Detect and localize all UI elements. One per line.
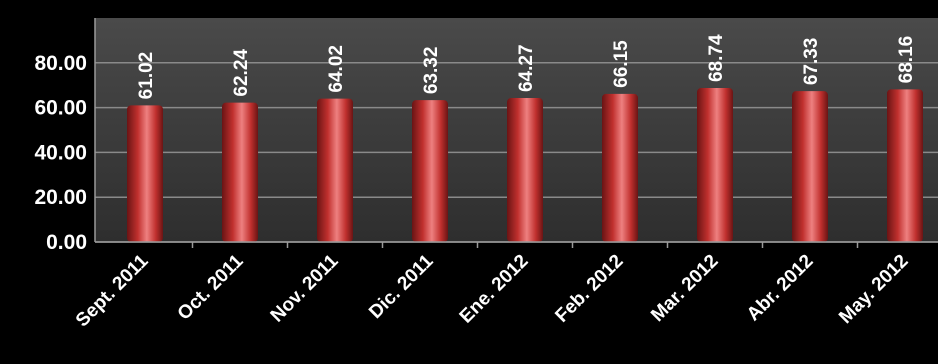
bar (697, 88, 733, 242)
bar (412, 100, 448, 242)
x-tick-label: Dic. 2011 (365, 250, 438, 323)
y-tick-label: 0.00 (46, 231, 87, 254)
y-axis: 0.00 20.00 40.00 60.00 80.00 (34, 18, 96, 254)
bar (507, 98, 543, 242)
data-label: 66.15 (611, 40, 632, 88)
bar (887, 89, 923, 243)
y-tick-label: 80.00 (34, 52, 87, 75)
x-tick-label: Feb. 2012 (551, 251, 627, 327)
data-label: 61.02 (136, 52, 157, 100)
bars (127, 88, 923, 243)
x-axis: Sept. 2011 Oct. 2011 Nov. 2011 Dic. 2011 Ene… (72, 241, 938, 331)
x-tick-label: Ene. 2012 (456, 251, 533, 328)
data-label: 62.24 (231, 49, 252, 97)
data-label: 68.74 (706, 34, 727, 82)
y-tick-label: 20.00 (34, 186, 87, 209)
x-tick-label: Oct. 2011 (174, 250, 248, 324)
x-tick-label: Mar. 2012 (647, 251, 722, 326)
data-label: 63.32 (421, 47, 442, 95)
x-tick-label: Nov. 2011 (267, 250, 343, 326)
data-label: 64.02 (326, 45, 347, 93)
x-tick-label: Abr. 2012 (743, 251, 818, 326)
bar (317, 98, 353, 242)
bar (222, 102, 258, 242)
data-label: 68.16 (896, 36, 917, 84)
data-label: 67.33 (801, 38, 822, 86)
data-label: 64.27 (516, 44, 537, 92)
bar (792, 91, 828, 242)
data-labels: 61.02 62.24 64.02 63.32 64.27 66.15 68.74 67.33… (136, 34, 917, 99)
bar (602, 93, 638, 242)
bar (127, 105, 163, 242)
y-tick-label: 40.00 (34, 141, 87, 164)
x-tick-label: May. 2012 (835, 251, 912, 328)
x-tick-label: Sept. 2011 (72, 250, 153, 331)
y-tick-label: 60.00 (34, 97, 87, 120)
